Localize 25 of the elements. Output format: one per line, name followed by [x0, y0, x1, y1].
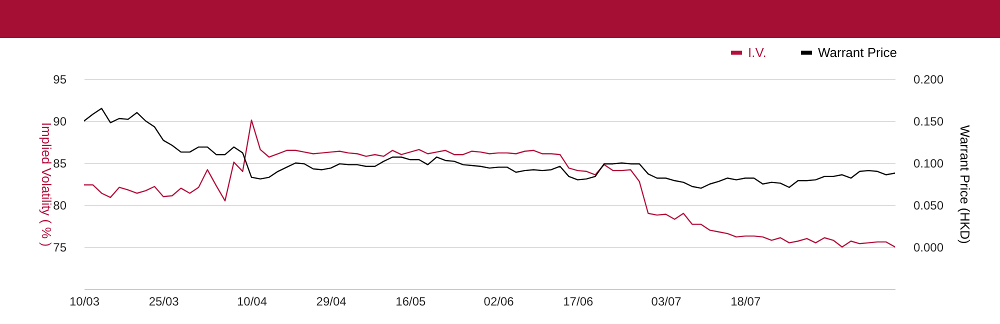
x-tick-label: 03/07 [651, 294, 682, 308]
y-axis-title: Implied Volatility ( % ) [39, 122, 54, 247]
x-tick-label: 02/06 [484, 294, 514, 308]
y2-tick-label: 0.100 [914, 156, 944, 170]
y-tick-label: 80 [53, 198, 67, 212]
x-tick-label: 25/03 [148, 294, 180, 308]
y2-tick-label: 0.200 [914, 72, 944, 86]
y-tick-label: 90 [53, 114, 67, 128]
legend-label: I.V. [748, 44, 766, 60]
y2-tick-label: 0.000 [914, 240, 944, 254]
y-tick-label: 95 [53, 72, 67, 86]
x-tick-label: 29/04 [316, 294, 347, 308]
legend-label: Warrant Price [818, 44, 897, 60]
x-tick-label: 16/05 [396, 294, 426, 308]
x-tick-label: 10/03 [69, 294, 100, 308]
y2-tick-label: 0.150 [914, 114, 944, 128]
line-series [84, 120, 895, 248]
x-tick-label: 18/07 [730, 294, 761, 308]
x-tick-label: 10/04 [236, 294, 268, 308]
line-series [84, 108, 895, 189]
x-tick-label: 17/06 [563, 294, 594, 308]
y-tick-label: 75 [53, 240, 67, 254]
y2-tick-label: 0.050 [914, 198, 944, 212]
y-tick-label: 85 [53, 156, 67, 170]
y2-axis-title: Warrant Price (HKD) [958, 125, 973, 244]
